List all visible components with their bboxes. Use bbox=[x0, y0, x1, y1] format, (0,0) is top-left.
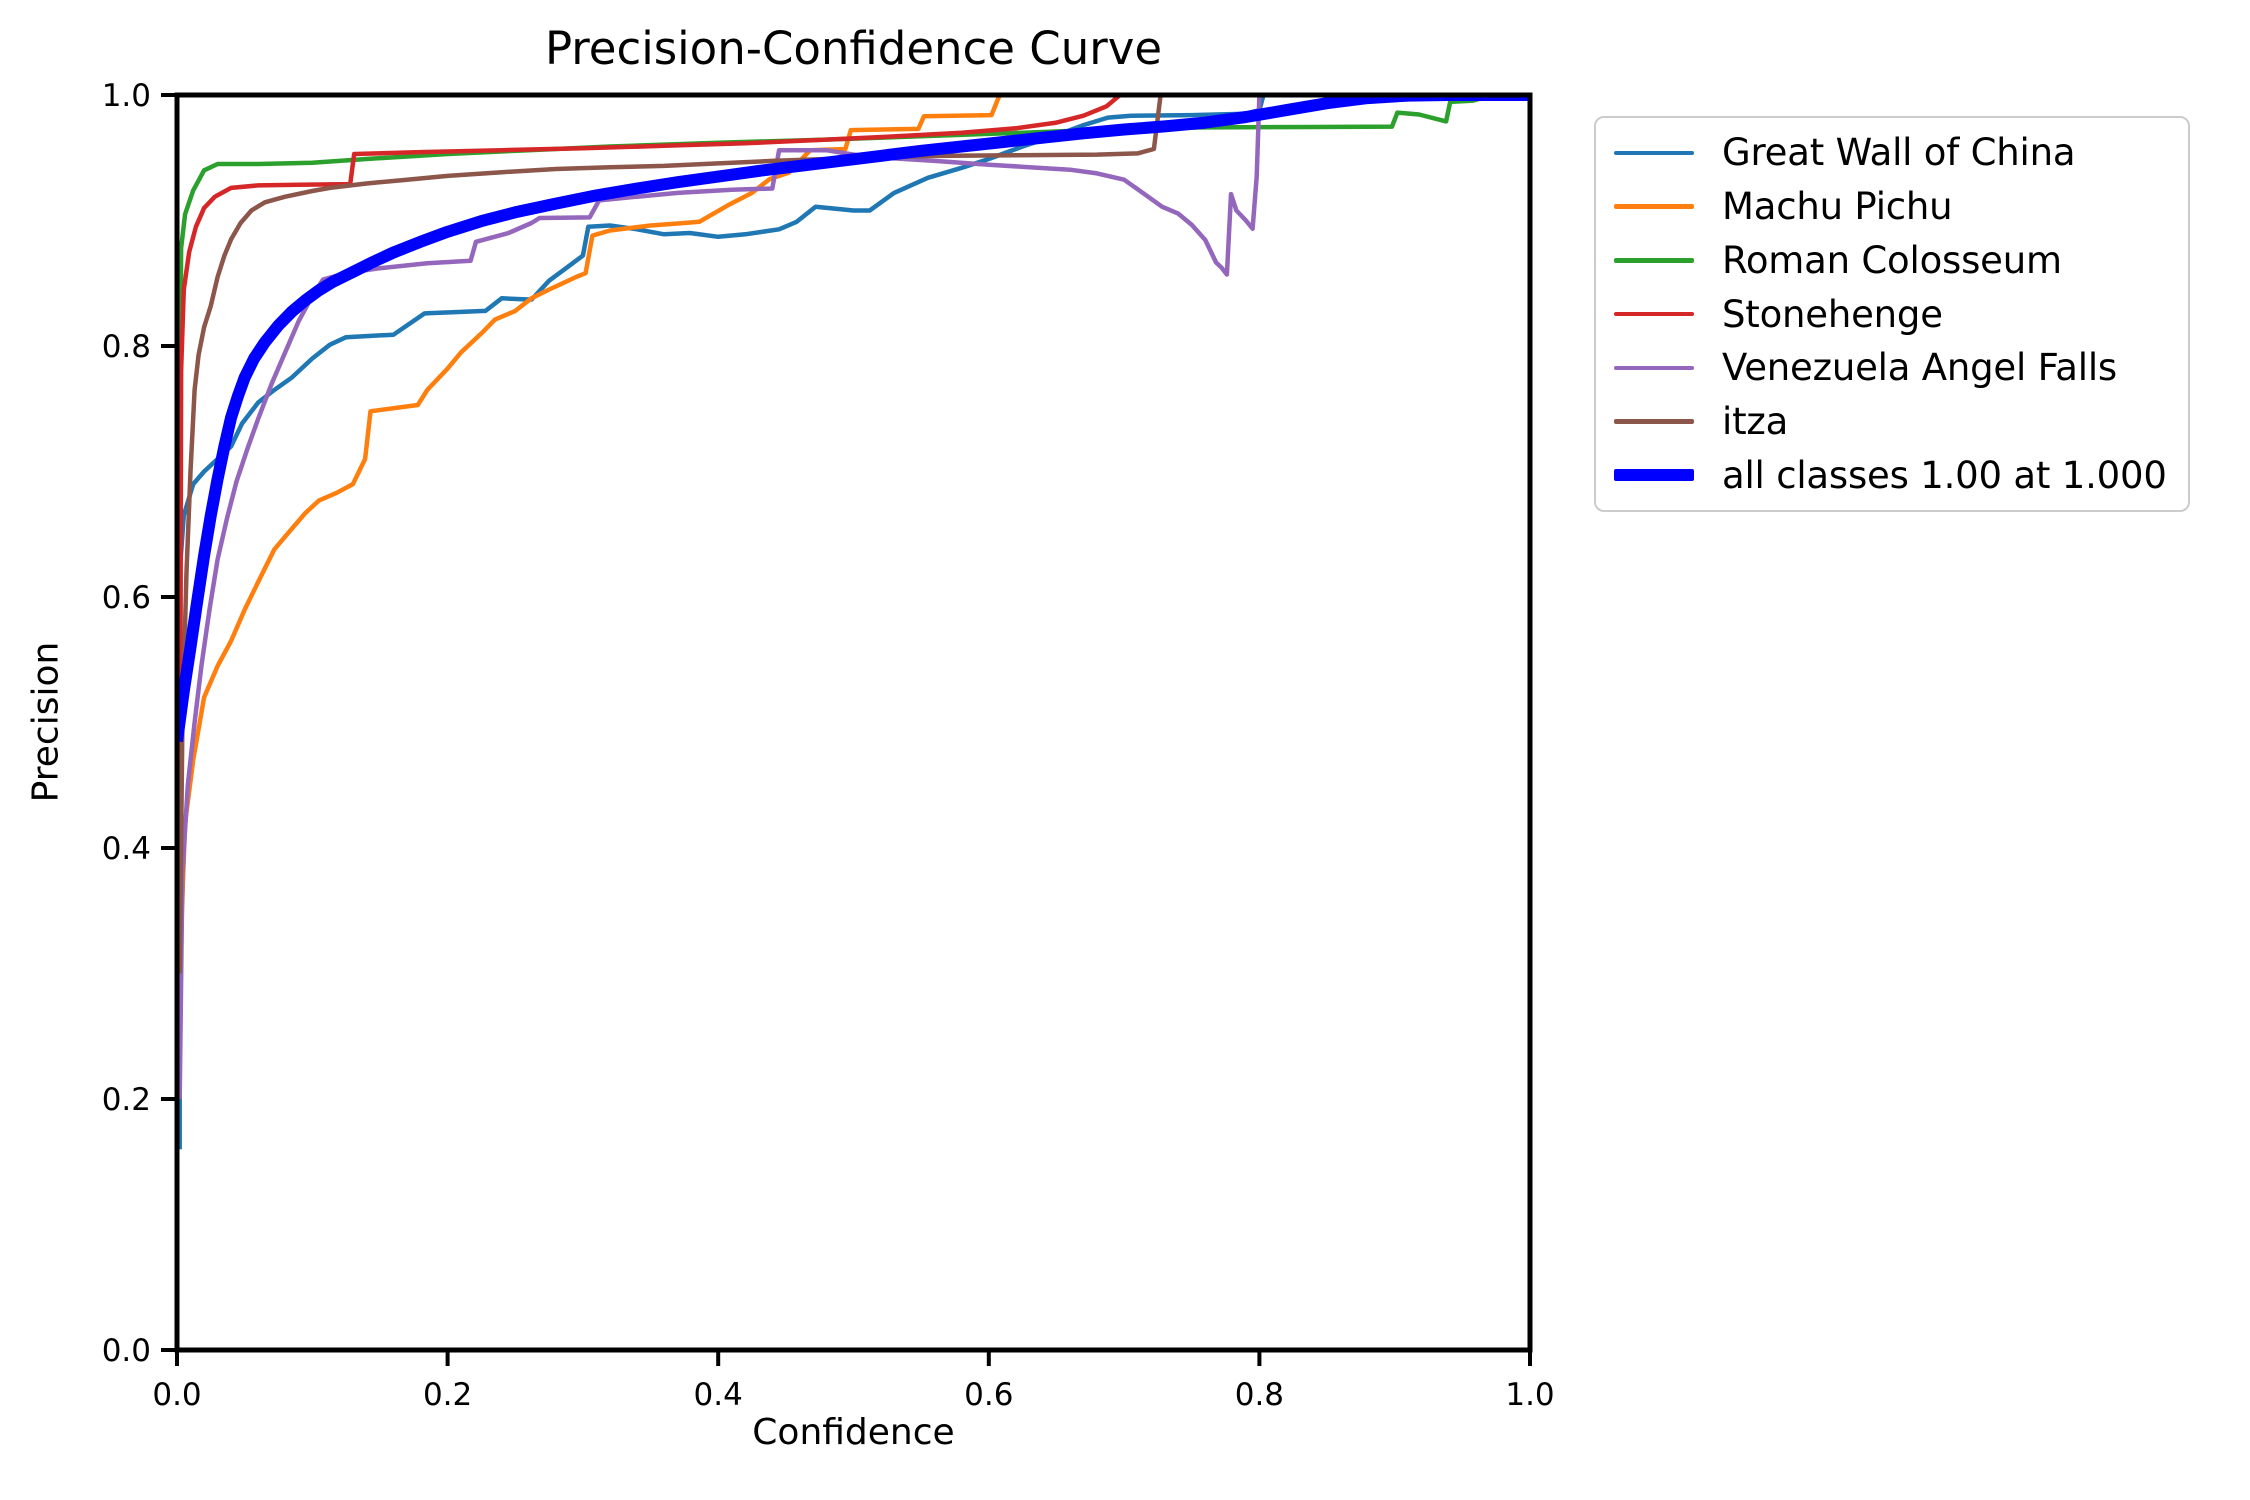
legend-line-swatch bbox=[1614, 150, 1694, 155]
y-axis-label: Precision bbox=[25, 641, 67, 803]
legend-line-swatch bbox=[1614, 419, 1694, 424]
series-line-3 bbox=[177, 95, 1172, 1037]
legend-item: Stonehenge bbox=[1614, 289, 2170, 339]
series-line-5 bbox=[177, 95, 1163, 974]
y-tick-label: 0.8 bbox=[102, 329, 151, 365]
x-tick-label: 0.6 bbox=[964, 1377, 1013, 1413]
legend-line-swatch bbox=[1614, 258, 1694, 263]
y-tick-label: 0.4 bbox=[102, 831, 151, 867]
y-tick-label: 0.6 bbox=[102, 580, 151, 616]
legend-item: Roman Colosseum bbox=[1614, 235, 2170, 285]
legend-line-swatch bbox=[1614, 365, 1694, 370]
x-tick-label: 0.2 bbox=[423, 1377, 472, 1413]
series-line-1 bbox=[177, 95, 1084, 974]
legend-item: Venezuela Angel Falls bbox=[1614, 343, 2170, 393]
legend-item: Machu Pichu bbox=[1614, 182, 2170, 232]
legend-label: Stonehenge bbox=[1722, 292, 1943, 336]
x-tick-label: 0.0 bbox=[152, 1377, 201, 1413]
legend-label: itza bbox=[1722, 400, 1789, 443]
x-tick-label: 0.8 bbox=[1235, 1377, 1284, 1413]
axes-spines bbox=[174, 92, 1533, 1353]
legend-line-swatch bbox=[1614, 469, 1694, 482]
x-tick-label: 1.0 bbox=[1505, 1377, 1554, 1413]
chart-title: Precision-Confidence Curve bbox=[544, 22, 1163, 75]
x-tick-label: 0.4 bbox=[694, 1377, 743, 1413]
legend-label: Venezuela Angel Falls bbox=[1722, 346, 2118, 390]
legend-item: all classes 1.00 at 1.000 bbox=[1614, 450, 2170, 500]
legend-item: itza bbox=[1614, 397, 2170, 447]
series-line-4 bbox=[177, 95, 1262, 1100]
x-axis-label: Confidence bbox=[752, 1412, 955, 1453]
series-line-0 bbox=[177, 95, 1266, 1150]
legend-label: Machu Pichu bbox=[1722, 185, 1953, 228]
legend: Great Wall of China Machu Pichu Roman Colo… bbox=[1594, 116, 2190, 512]
y-tick-label: 0.0 bbox=[102, 1333, 151, 1369]
legend-line-swatch bbox=[1614, 311, 1694, 317]
legend-label: Roman Colosseum bbox=[1722, 238, 2062, 282]
legend-label: all classes 1.00 at 1.000 bbox=[1722, 453, 2167, 497]
y-tick-label: 1.0 bbox=[102, 78, 151, 114]
series-line-6 bbox=[177, 95, 1530, 743]
y-tick-label: 0.2 bbox=[102, 1082, 151, 1118]
legend-item: Great Wall of China bbox=[1614, 128, 2170, 178]
legend-line-swatch bbox=[1614, 204, 1694, 209]
legend-label: Great Wall of China bbox=[1722, 131, 2076, 175]
